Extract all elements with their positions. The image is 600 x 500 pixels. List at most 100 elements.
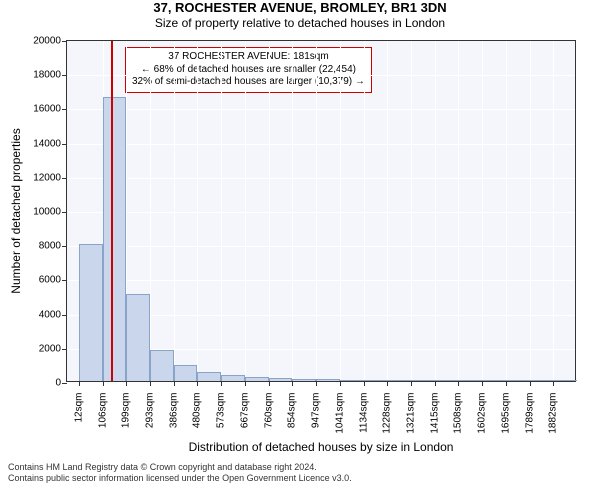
x-tick-label: 1695sqm bbox=[500, 387, 511, 434]
gridline-v bbox=[458, 41, 459, 381]
y-tick bbox=[62, 178, 67, 179]
x-tick-label: 947sqm bbox=[311, 387, 322, 429]
y-tick bbox=[62, 75, 67, 76]
x-tick bbox=[103, 381, 104, 386]
x-tick-label: 1321sqm bbox=[405, 387, 416, 434]
footer-attribution: Contains HM Land Registry data © Crown c… bbox=[8, 462, 352, 485]
x-tick bbox=[221, 381, 222, 386]
bar bbox=[103, 97, 127, 381]
x-tick bbox=[126, 381, 127, 386]
bar bbox=[364, 380, 388, 381]
plot-area: 37 ROCHESTER AVENUE: 181sqm ← 68% of det… bbox=[66, 40, 576, 382]
gridline-h bbox=[67, 246, 575, 247]
bar bbox=[174, 365, 198, 381]
bar bbox=[150, 350, 174, 381]
gridline-h bbox=[67, 212, 575, 213]
gridline-v bbox=[340, 41, 341, 381]
x-tick bbox=[506, 381, 507, 386]
gridline-v bbox=[435, 41, 436, 381]
x-tick bbox=[245, 381, 246, 386]
gridline-v bbox=[221, 41, 222, 381]
gridline-h bbox=[67, 144, 575, 145]
y-tick bbox=[62, 383, 67, 384]
x-tick bbox=[458, 381, 459, 386]
x-tick-label: 1789sqm bbox=[524, 387, 535, 434]
annotation-box: 37 ROCHESTER AVENUE: 181sqm ← 68% of det… bbox=[125, 47, 372, 93]
y-tick bbox=[62, 41, 67, 42]
gridline-v bbox=[174, 41, 175, 381]
annotation-line2: ← 68% of detached houses are smaller (22… bbox=[132, 64, 365, 77]
gridline-h bbox=[67, 178, 575, 179]
y-tick bbox=[62, 144, 67, 145]
x-tick bbox=[316, 381, 317, 386]
bar bbox=[530, 380, 554, 381]
x-tick-label: 1228sqm bbox=[382, 387, 393, 434]
x-tick bbox=[411, 381, 412, 386]
gridline-v bbox=[387, 41, 388, 381]
x-tick-label: 199sqm bbox=[121, 387, 132, 429]
gridline-v bbox=[506, 41, 507, 381]
y-tick bbox=[62, 280, 67, 281]
x-tick-label: 1882sqm bbox=[548, 387, 559, 434]
gridline-v bbox=[292, 41, 293, 381]
bar bbox=[387, 380, 411, 381]
gridline-v bbox=[150, 41, 151, 381]
bar bbox=[269, 378, 293, 381]
x-tick-label: 1041sqm bbox=[334, 387, 345, 434]
marker-line bbox=[111, 41, 113, 381]
y-tick bbox=[62, 246, 67, 247]
bar bbox=[79, 244, 103, 381]
y-tick bbox=[62, 315, 67, 316]
x-tick-label: 760sqm bbox=[263, 387, 274, 429]
bar bbox=[197, 372, 221, 381]
x-tick bbox=[530, 381, 531, 386]
x-tick bbox=[292, 381, 293, 386]
x-tick bbox=[174, 381, 175, 386]
bar bbox=[340, 380, 364, 381]
bar bbox=[316, 379, 340, 381]
gridline-v bbox=[364, 41, 365, 381]
x-tick-label: 1415sqm bbox=[429, 387, 440, 434]
gridline-v bbox=[553, 41, 554, 381]
gridline-v bbox=[316, 41, 317, 381]
gridline-h bbox=[67, 109, 575, 110]
x-tick-label: 667sqm bbox=[239, 387, 250, 429]
x-tick-label: 573sqm bbox=[216, 387, 227, 429]
x-tick-label: 480sqm bbox=[192, 387, 203, 429]
bar bbox=[482, 380, 506, 381]
gridline-v bbox=[269, 41, 270, 381]
x-tick bbox=[435, 381, 436, 386]
chart-subtitle: Size of property relative to detached ho… bbox=[0, 16, 600, 30]
x-tick bbox=[364, 381, 365, 386]
x-tick-label: 293sqm bbox=[145, 387, 156, 429]
bar bbox=[292, 379, 316, 381]
x-tick bbox=[269, 381, 270, 386]
gridline-h bbox=[67, 280, 575, 281]
x-tick bbox=[150, 381, 151, 386]
x-axis-label: Distribution of detached houses by size … bbox=[189, 440, 454, 454]
x-tick-label: 1508sqm bbox=[453, 387, 464, 434]
bar bbox=[458, 380, 482, 381]
y-tick bbox=[62, 212, 67, 213]
x-tick-label: 106sqm bbox=[97, 387, 108, 429]
bar bbox=[221, 375, 245, 381]
bar bbox=[435, 380, 459, 381]
chart-title: 37, ROCHESTER AVENUE, BROMLEY, BR1 3DN bbox=[0, 0, 600, 15]
x-tick-label: 12sqm bbox=[73, 387, 84, 423]
x-tick-label: 1602sqm bbox=[477, 387, 488, 434]
x-tick-label: 1134sqm bbox=[358, 387, 369, 433]
x-tick bbox=[553, 381, 554, 386]
x-tick bbox=[197, 381, 198, 386]
footer-line2: Contains public sector information licen… bbox=[8, 473, 352, 484]
gridline-v bbox=[411, 41, 412, 381]
x-tick bbox=[79, 381, 80, 386]
bar bbox=[411, 380, 435, 381]
gridline-h bbox=[67, 75, 575, 76]
footer-line1: Contains HM Land Registry data © Crown c… bbox=[8, 462, 352, 473]
x-tick bbox=[482, 381, 483, 386]
y-tick bbox=[62, 109, 67, 110]
y-tick bbox=[62, 349, 67, 350]
x-tick-label: 854sqm bbox=[287, 387, 298, 429]
gridline-v bbox=[530, 41, 531, 381]
bar bbox=[553, 380, 577, 381]
